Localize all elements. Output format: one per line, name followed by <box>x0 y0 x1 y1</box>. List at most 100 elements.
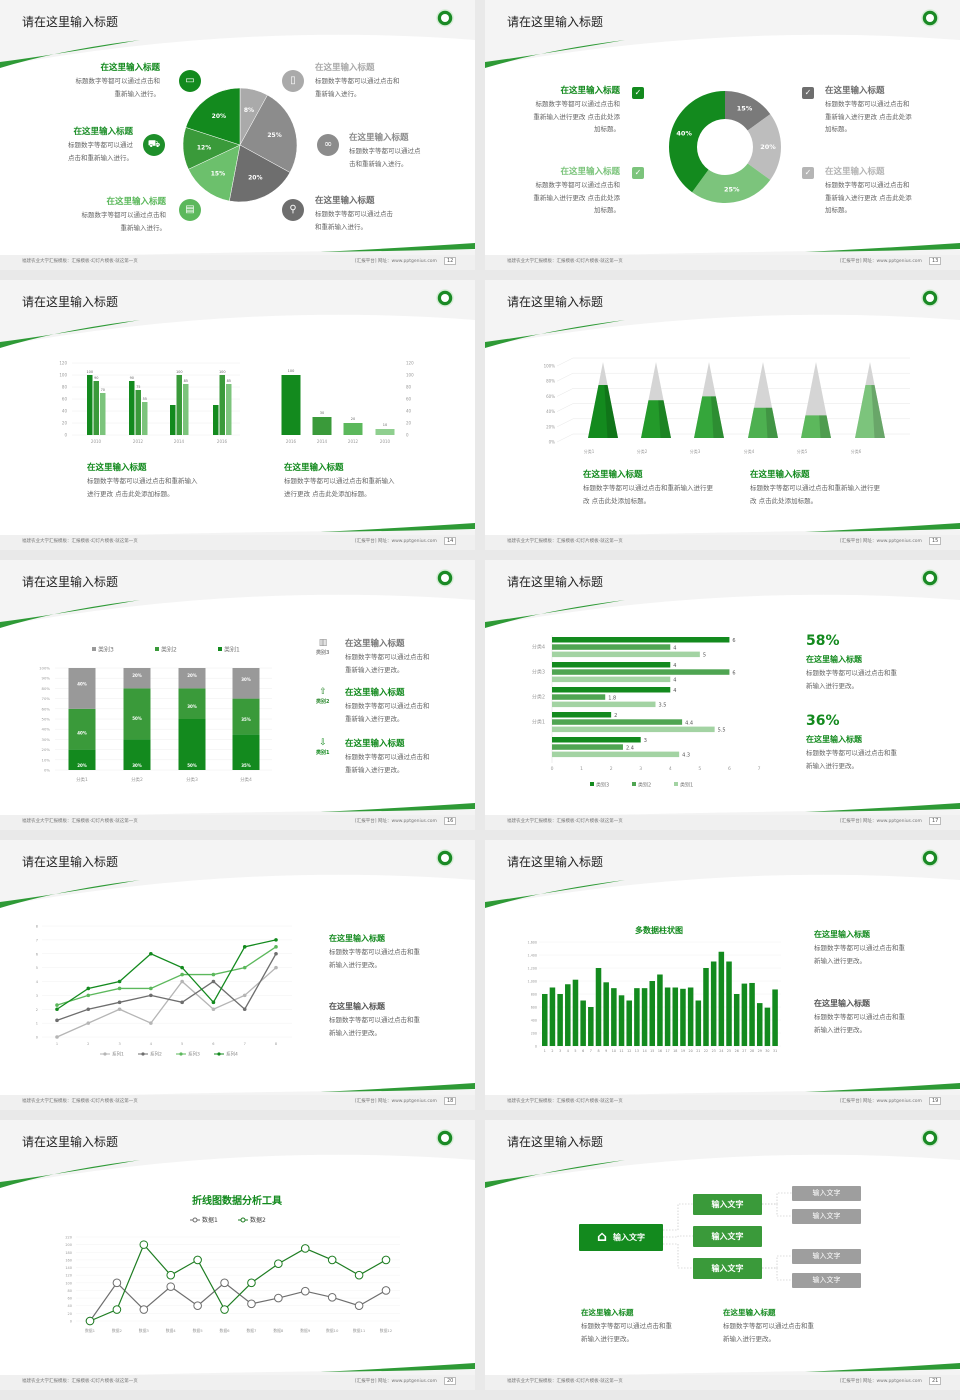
checkbox-icon[interactable]: ✓ <box>632 87 644 99</box>
y-tick-label: 160 <box>65 1258 72 1262</box>
checkbox-icon[interactable]: ✓ <box>802 167 814 179</box>
series-line <box>56 946 277 1006</box>
bar <box>618 995 625 1046</box>
branch-node[interactable]: 输入文字 <box>693 1226 762 1247</box>
bar-value-label: 5.5 <box>718 728 726 734</box>
logo-inner <box>441 1134 449 1142</box>
leaf-node[interactable]: 输入文字 <box>792 1186 861 1201</box>
cone-bar <box>801 415 831 438</box>
branch-node[interactable]: 输入文字 <box>693 1258 762 1279</box>
item-description: 加标题。 <box>594 125 620 133</box>
item-description: 标题数字等都可以通过点击和重 <box>329 948 420 956</box>
data-point <box>211 972 216 977</box>
x-tick-label: 8 <box>597 1049 599 1053</box>
bar-chart-icon: ▥ <box>318 638 328 648</box>
stacked-bar-segment <box>232 698 260 735</box>
green-swoosh-bottom <box>320 1083 475 1092</box>
chart-canvas: 15% 20% 25% 40% <box>669 91 781 203</box>
slide-13[interactable]: 请在这里输入标题 福建农业大学汇报模板：汇报模板-幻灯片模板-就这第一页 [汇报平台… <box>485 0 960 270</box>
root-node[interactable]: ⌂ 输入文字 <box>579 1224 663 1251</box>
y-tick-label: 140 <box>65 1266 72 1270</box>
data-point <box>166 1270 176 1280</box>
pie-label: 12% <box>197 144 211 151</box>
data-point <box>117 1000 122 1005</box>
slide-title: 请在这里输入标题 <box>22 295 119 309</box>
slide-19[interactable]: 请在这里输入标题 福建农业大学汇报模板：汇报模板-幻灯片模板-就这第一页 [汇报平台… <box>485 840 960 1110</box>
leaf-node[interactable]: 输入文字 <box>792 1249 861 1264</box>
donut-slice <box>747 114 781 180</box>
item-description: 标题数字等都可以通过点击和重 <box>806 749 897 757</box>
leaf-node[interactable]: 输入文字 <box>792 1273 861 1288</box>
legend-swatch <box>155 647 159 651</box>
page-number: 17 <box>929 817 942 825</box>
segment-label: 50% <box>187 763 197 768</box>
y-tick-label: 10% <box>42 757 51 762</box>
legend-marker <box>192 1217 198 1223</box>
footer-left: 福建农业大学汇报模板：汇报模板-幻灯片模板-就这第一页 <box>507 259 623 264</box>
slide-16[interactable]: 请在这里输入标题 福建农业大学汇报模板：汇报模板-幻灯片模板-就这第一页 [汇报平台… <box>0 560 475 830</box>
y-tick-label: 1 <box>36 1022 38 1026</box>
x-tick-label: 分类5 <box>797 448 808 454</box>
slide-17[interactable]: 请在这里输入标题 福建农业大学汇报模板：汇报模板-幻灯片模板-就这第一页 [汇报平台… <box>485 560 960 830</box>
slide-18[interactable]: 请在这里输入标题 福建农业大学汇报模板：汇报模板-幻灯片模板-就这第一页 [汇报平台… <box>0 840 475 1110</box>
logo-inner <box>926 1134 934 1142</box>
slide-20[interactable]: 请在这里输入标题 福建农业大学汇报模板：汇报模板-幻灯片模板-就这第一页 [汇报平台… <box>0 1120 475 1390</box>
bar <box>756 1003 763 1046</box>
data-point <box>354 1270 364 1280</box>
slide-15[interactable]: 请在这里输入标题 福建农业大学汇报模板：汇报模板-幻灯片模板-就这第一页 [汇报平台… <box>485 280 960 550</box>
book-icon: ▤ <box>179 199 201 221</box>
checkbox-icon[interactable]: ✓ <box>802 87 814 99</box>
branch-node[interactable]: 输入文字 <box>693 1194 762 1215</box>
x-tick-label: 分类2 <box>131 776 143 783</box>
data-point <box>180 965 184 970</box>
y-tick-label: 0 <box>535 1045 537 1049</box>
content-area <box>0 314 475 538</box>
bar-value-label: 2 <box>614 713 617 719</box>
item-title: 在这里输入标题 <box>315 63 375 73</box>
slide-12[interactable]: 请在这里输入标题 福建农业大学汇报模板：汇报模板-幻灯片模板-就这第一页 [汇报平台… <box>0 0 475 270</box>
bar <box>672 987 679 1046</box>
x-tick-label: 6 <box>212 1042 214 1046</box>
item-description: 新输入进行更改。 <box>581 1334 633 1343</box>
checkbox-icon[interactable]: ✓ <box>632 167 644 179</box>
legend-swatch <box>590 782 594 786</box>
bar-value-label: 100 <box>176 370 183 374</box>
footer-left: 福建农业大学汇报模板：汇报模板-幻灯片模板-就这第一页 <box>22 539 138 544</box>
legend-swatch <box>632 782 636 786</box>
x-tick-label: 5 <box>181 1042 183 1046</box>
x-tick-label: 数据9 <box>300 1328 311 1333</box>
stacked-bar-segment <box>232 734 260 770</box>
y-tick-label: 200 <box>531 1032 537 1036</box>
y-tick-label: 90% <box>42 676 51 681</box>
bar <box>552 744 623 750</box>
legend-label: 类别1 <box>224 646 240 654</box>
bar-value-label: 4 <box>673 688 676 694</box>
bar <box>213 405 219 435</box>
x-tick-label: 1 <box>56 1042 58 1046</box>
chart-canvas: 0 1 2 3 4 5 6 7 分类4 6 4 5 分类3 4 6 4 分类2 4 1.8 3.5 分类1 2 4.4 5.5… <box>532 635 761 789</box>
leaf-node[interactable]: 输入文字 <box>792 1209 861 1224</box>
legend-label: 类别2 <box>638 782 651 789</box>
bar <box>741 983 748 1046</box>
x-tick-label: 2 <box>551 1049 553 1053</box>
footer-left: 福建农业大学汇报模板：汇报模板-幻灯片模板-就这第一页 <box>22 1099 138 1104</box>
y-tick-label: 60 <box>62 397 68 402</box>
bar <box>549 987 556 1046</box>
data-point <box>149 993 153 998</box>
item-description: 新输入进行更改。 <box>329 1028 381 1037</box>
x-tick-label: 29 <box>758 1049 762 1053</box>
connector <box>663 1243 693 1269</box>
x-tick-label: 2010 <box>380 439 391 444</box>
slide-14[interactable]: 请在这里输入标题 福建农业大学汇报模板：汇报模板-幻灯片模板-就这第一页 [汇报平台… <box>0 280 475 550</box>
data-point <box>86 1021 91 1025</box>
page-number: 15 <box>929 537 942 545</box>
logo-inner <box>926 854 934 862</box>
item-description: 标题数字等都可以通过点击和 <box>825 100 910 108</box>
bar <box>595 968 602 1046</box>
data-point <box>242 965 247 970</box>
slide-21[interactable]: 请在这里输入标题 福建农业大学汇报模板：汇报模板-幻灯片模板-就这第一页 [汇报平台… <box>485 1120 960 1390</box>
x-tick-label: 4 <box>669 766 672 772</box>
item-description: 新输入进行更改。 <box>329 960 381 969</box>
item-description: 重新输入进行。 <box>114 89 161 98</box>
x-tick-label: 分类1 <box>584 448 595 454</box>
